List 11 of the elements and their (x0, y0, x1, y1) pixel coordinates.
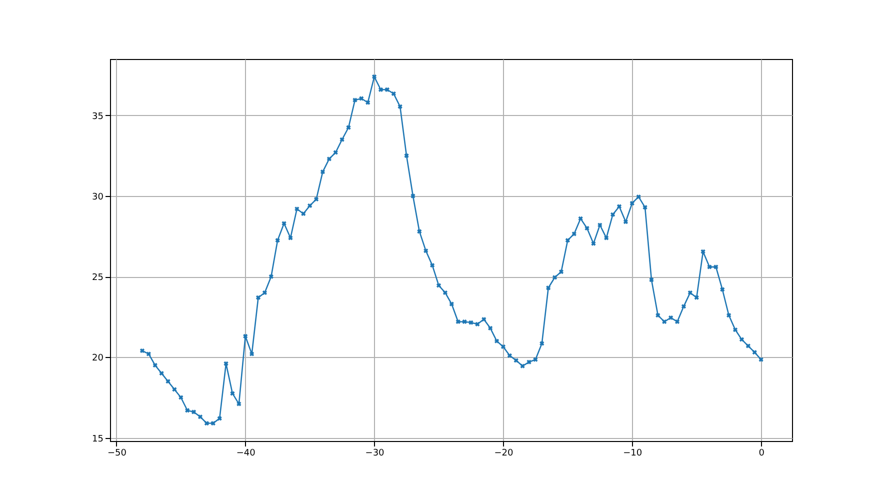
x-tick-label: 0 (758, 448, 765, 458)
x-tick-label: −10 (623, 448, 642, 458)
y-tick-label: 25 (92, 273, 104, 284)
y-tick-label: 35 (92, 112, 104, 122)
y-tick-label: 15 (92, 434, 104, 444)
x-tick-label: −40 (236, 448, 256, 458)
x-tick-label: −50 (107, 448, 127, 458)
x-tick-label: −30 (365, 448, 385, 458)
y-tick-label: 30 (92, 192, 104, 203)
x-tick-label: −20 (494, 448, 514, 458)
y-tick-label: 20 (92, 354, 104, 364)
